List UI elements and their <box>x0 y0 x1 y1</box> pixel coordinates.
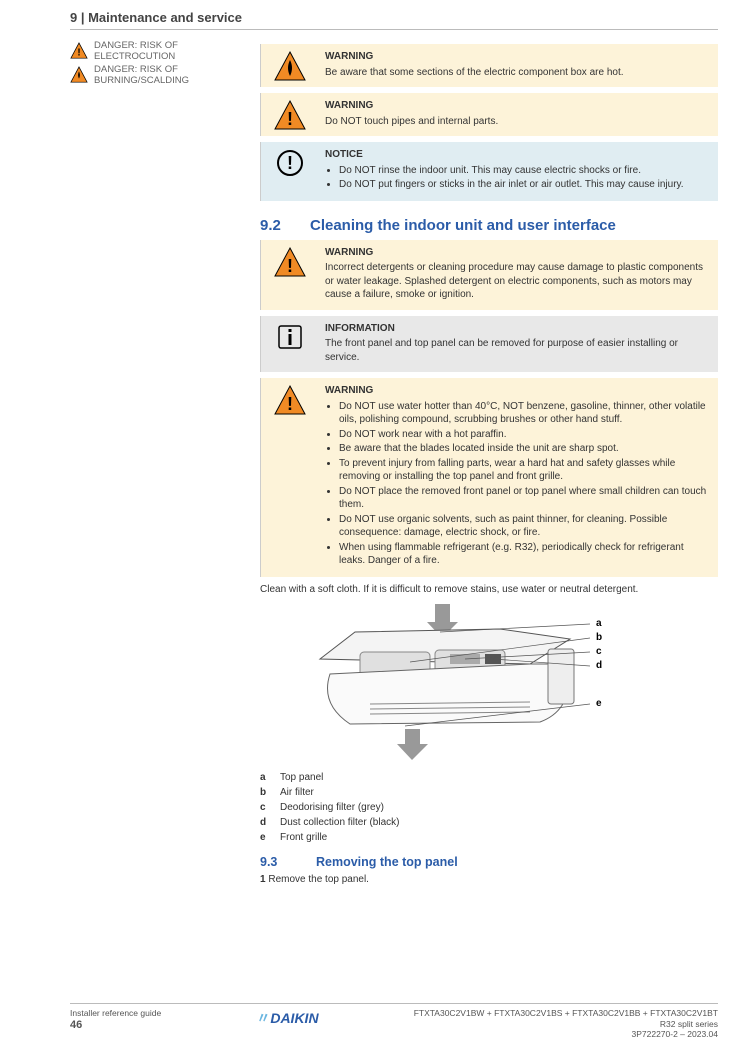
safety-text: DANGER: RISK OF ELECTROCUTION <box>94 40 250 62</box>
callout-text: The front panel and top panel can be rem… <box>325 337 708 364</box>
heading-9-3: 9.3 Removing the top panel <box>260 855 718 869</box>
callout-bullet: Do NOT rinse the indoor unit. This may c… <box>339 164 708 178</box>
callout-bullet: Do NOT use water hotter than 40°C, NOT b… <box>339 400 708 427</box>
callout-title: NOTICE <box>325 148 708 162</box>
fire-triangle-icon <box>273 50 307 84</box>
callout-warning-hot: WARNING Be aware that some sections of t… <box>260 44 718 87</box>
cleaning-instruction: Clean with a soft cloth. If it is diffic… <box>260 583 718 597</box>
svg-text:a: a <box>596 618 602 629</box>
warn-triangle-icon: ! <box>273 246 307 280</box>
callout-bullet: Be aware that the blades located inside … <box>339 442 708 456</box>
warn-icon: ! <box>70 42 88 60</box>
fire-icon <box>70 66 88 84</box>
daikin-logo: 〃DAIKIN <box>256 1010 318 1026</box>
step-1: 1 Remove the top panel. <box>260 873 718 887</box>
callout-bullet: To prevent injury from falling parts, we… <box>339 457 708 484</box>
svg-text:!: ! <box>287 394 293 414</box>
callout-text: Be aware that some sections of the elect… <box>325 66 708 80</box>
safety-text: DANGER: RISK OF BURNING/SCALDING <box>94 64 250 86</box>
callout-bullet: Do NOT put fingers or sticks in the air … <box>339 178 708 192</box>
svg-text:b: b <box>596 632 602 643</box>
callout-bullet: Do NOT work near with a hot paraffin. <box>339 428 708 442</box>
callout-bullet: Do NOT use organic solvents, such as pai… <box>339 513 708 540</box>
warn-triangle-icon: ! <box>273 99 307 133</box>
svg-text:c: c <box>596 646 602 657</box>
callout-text: Incorrect detergents or cleaning procedu… <box>325 261 708 302</box>
svg-text:!: ! <box>287 256 293 276</box>
callout-notice-rinse: ! NOTICE Do NOT rinse the indoor unit. T… <box>260 142 718 201</box>
svg-text:!: ! <box>77 48 80 59</box>
svg-text:d: d <box>596 660 602 671</box>
info-icon <box>275 322 305 352</box>
callout-info-panels: INFORMATION The front panel and top pane… <box>260 316 718 373</box>
callout-warning-detergent: ! WARNING Incorrect detergents or cleani… <box>260 240 718 310</box>
notice-icon: ! <box>275 148 305 178</box>
section-header: 9 | Maintenance and service <box>70 0 718 30</box>
svg-text:!: ! <box>287 109 293 129</box>
svg-text:!: ! <box>287 153 293 173</box>
heading-9-2: 9.2 Cleaning the indoor unit and user in… <box>260 217 718 234</box>
safety-link-electrocution: ! DANGER: RISK OF ELECTROCUTION <box>70 40 250 62</box>
callout-title: WARNING <box>325 246 708 260</box>
unit-diagram: a b c d e <box>300 604 718 767</box>
callout-warning-long: ! WARNING Do NOT use water hotter than 4… <box>260 378 718 577</box>
callout-title: INFORMATION <box>325 322 708 336</box>
callout-bullet: When using flammable refrigerant (e.g. R… <box>339 541 708 568</box>
callout-title: WARNING <box>325 99 708 113</box>
warn-triangle-icon: ! <box>273 384 307 418</box>
callout-warning-touch: ! WARNING Do NOT touch pipes and interna… <box>260 93 718 136</box>
callout-text: Do NOT touch pipes and internal parts. <box>325 115 708 129</box>
svg-text:e: e <box>596 698 602 709</box>
safety-link-burning: DANGER: RISK OF BURNING/SCALDING <box>70 64 250 86</box>
page-footer: Installer reference guide 46 〃DAIKIN FTX… <box>70 1003 718 1039</box>
callout-bullet: Do NOT place the removed front panel or … <box>339 485 708 512</box>
figure-legend: aTop panel bAir filter cDeodorising filt… <box>260 771 718 845</box>
callout-title: WARNING <box>325 50 708 64</box>
callout-title: WARNING <box>325 384 708 398</box>
